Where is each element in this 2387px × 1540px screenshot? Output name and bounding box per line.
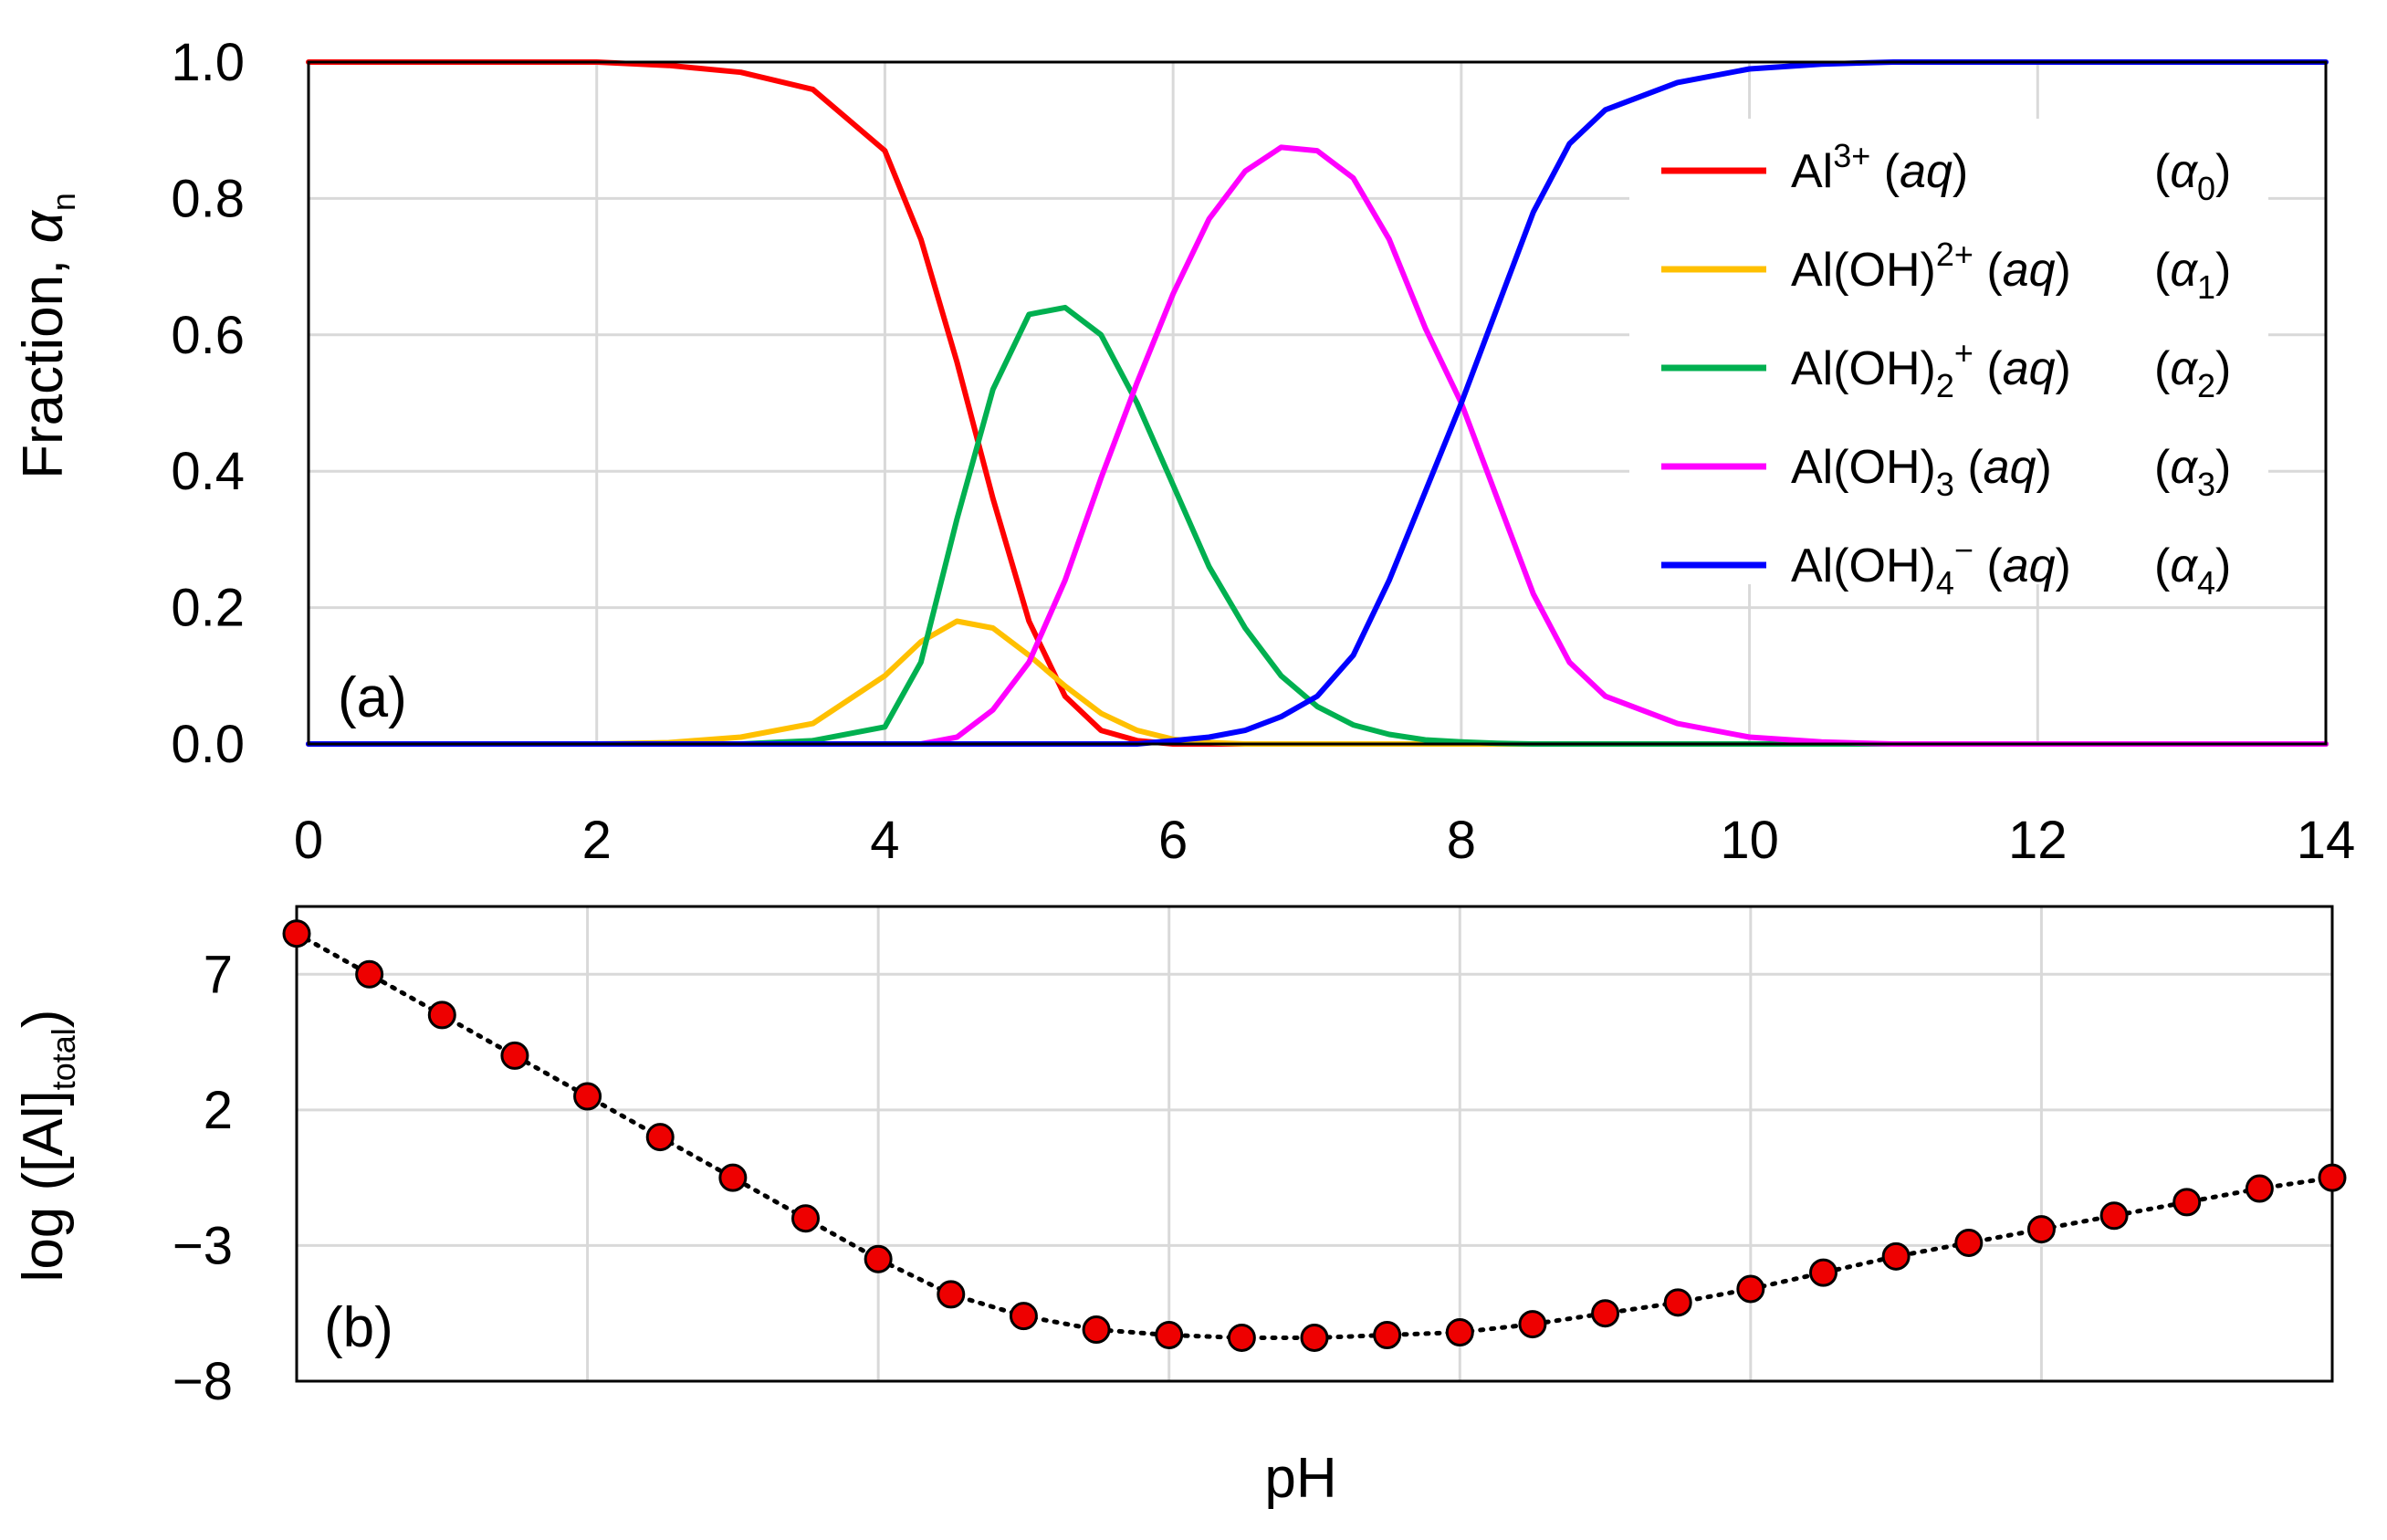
panel-b-label: (b) xyxy=(324,1296,393,1359)
panel-b-y-tick: −3 xyxy=(173,1216,233,1275)
data-point xyxy=(1881,1241,1911,1271)
legend-label-4: Al(OH)4− (aq) xyxy=(1791,531,2071,602)
panel-a-y-tick: 0.6 xyxy=(171,306,245,365)
data-point xyxy=(282,919,311,948)
legend-alpha-1: (α1) xyxy=(2154,244,2231,306)
data-point xyxy=(1591,1299,1620,1328)
panel-b-y-tick: −8 xyxy=(173,1352,233,1411)
panel-b-y-tick: 2 xyxy=(204,1081,233,1140)
panel-a-frame xyxy=(307,60,2328,746)
panel-a-legend: Al3+ (aq) (α0) Al(OH)2+ (aq) (α1) Al(OH)2+ (… xyxy=(1629,119,2268,602)
data-point xyxy=(937,1280,966,1309)
data-point xyxy=(1809,1258,1837,1287)
panel-b-y-tick: 7 xyxy=(204,945,233,1004)
data-point xyxy=(791,1204,820,1233)
legend-alpha-3: (α3) xyxy=(2154,441,2231,503)
panel-a-x-tick: 6 xyxy=(1158,811,1188,870)
panel-b-grid xyxy=(295,906,2334,1383)
x-axis-title: pH xyxy=(1264,1447,1336,1510)
panel-a-label: (a) xyxy=(338,666,407,729)
legend-alpha-2: (α2) xyxy=(2154,342,2231,404)
panel-a-y-axis-title: Fraction, αn xyxy=(12,193,82,479)
panel-a-fraction-plot: 0.0 0.2 0.4 0.6 0.8 1.0 0 2 4 6 8 10 12 14 Fraction,… xyxy=(12,33,2355,870)
data-point xyxy=(2318,1163,2347,1192)
data-point xyxy=(1445,1318,1474,1347)
data-point xyxy=(1155,1320,1184,1349)
data-point xyxy=(2026,1215,2056,1244)
panel-b-y-axis-title: log ([Al]total) xyxy=(12,1010,82,1283)
data-point xyxy=(573,1082,602,1111)
legend-label-0: Al3+ (aq) xyxy=(1791,137,1968,198)
data-point xyxy=(1227,1323,1256,1352)
panel-b-frame xyxy=(295,905,2334,1383)
data-point xyxy=(1736,1274,1765,1304)
panel-b-dotted-line xyxy=(294,931,2335,1340)
data-point xyxy=(2245,1174,2274,1203)
data-point xyxy=(1373,1320,1402,1349)
data-point xyxy=(718,1163,748,1192)
panel-a-x-tick: 14 xyxy=(2297,811,2356,870)
data-point xyxy=(500,1041,529,1070)
data-point xyxy=(1954,1228,1984,1257)
panel-a-y-tick: 1.0 xyxy=(171,33,245,92)
legend-background xyxy=(1629,119,2268,584)
data-point xyxy=(1300,1323,1329,1352)
legend-label-2: Al(OH)2+ (aq) xyxy=(1791,334,2071,404)
data-point xyxy=(355,959,384,989)
legend-label-3: Al(OH)3 (aq) xyxy=(1791,441,2052,503)
legend-label-1: Al(OH)2+ (aq) xyxy=(1791,236,2071,297)
data-point xyxy=(427,1000,456,1030)
data-point xyxy=(2099,1201,2129,1231)
panel-a-x-tick: 8 xyxy=(1447,811,1476,870)
panel-b-log-total-plot: 7 2 −3 −8 log ([Al]total) (b) xyxy=(12,905,2347,1411)
legend-alpha-0: (α0) xyxy=(2154,145,2231,207)
panel-a-x-tick: 2 xyxy=(582,811,612,870)
data-point xyxy=(1518,1310,1547,1339)
panel-a-y-tick: 0.4 xyxy=(171,442,245,501)
series-line-alpha-1 xyxy=(306,618,2329,747)
panel-b-data-points xyxy=(282,919,2347,1352)
panel-a-y-tick-labels: 0.0 0.2 0.4 0.6 0.8 1.0 xyxy=(171,33,245,774)
panel-a-y-tick: 0.8 xyxy=(171,169,245,228)
data-point xyxy=(645,1123,675,1152)
legend-alpha-4: (α4) xyxy=(2154,540,2231,602)
panel-a-x-tick: 10 xyxy=(1720,811,1779,870)
data-point xyxy=(1082,1315,1111,1345)
panel-a-x-tick: 0 xyxy=(294,811,323,870)
data-point xyxy=(2172,1188,2202,1217)
panel-a-x-tick: 12 xyxy=(2008,811,2068,870)
data-point xyxy=(1663,1288,1692,1317)
panel-a-x-tick-labels: 0 2 4 6 8 10 12 14 xyxy=(294,811,2355,870)
panel-a-y-tick: 0.0 xyxy=(171,715,245,774)
panel-a-y-tick: 0.2 xyxy=(171,579,245,638)
panel-b-y-tick-labels: 7 2 −3 −8 xyxy=(173,945,233,1411)
data-point xyxy=(864,1244,893,1273)
data-point xyxy=(1009,1302,1038,1331)
panel-a-x-tick: 4 xyxy=(870,811,899,870)
